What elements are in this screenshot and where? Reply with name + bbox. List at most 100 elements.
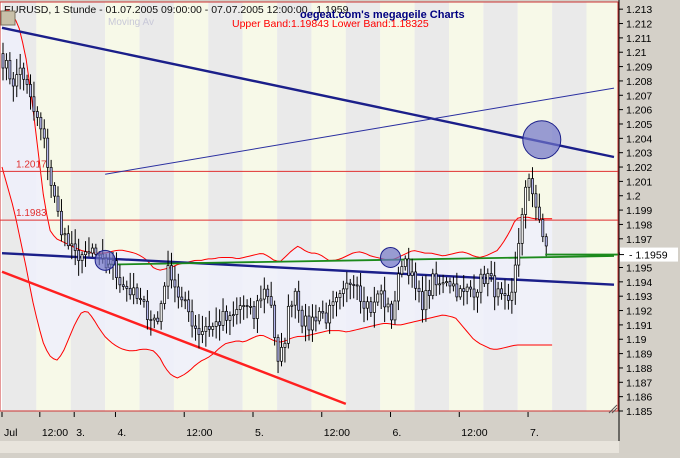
y-tick-label: 1.188	[626, 363, 652, 375]
y-tick-label: 1.191	[626, 320, 652, 332]
candle-body	[390, 303, 393, 321]
candle-body	[403, 258, 407, 267]
candle	[252, 301, 256, 330]
candle	[520, 207, 524, 256]
circle-marker[interactable]	[94, 249, 116, 271]
candle-body	[479, 273, 483, 293]
trendline-thin-channel[interactable]	[105, 87, 615, 175]
candle-body	[180, 296, 184, 301]
candle	[407, 247, 411, 285]
candle-body	[458, 288, 462, 298]
candle	[441, 274, 445, 294]
candle	[190, 299, 194, 338]
candle	[331, 290, 335, 319]
candle-body	[231, 314, 235, 317]
candle	[125, 280, 129, 302]
candle	[128, 272, 132, 300]
candle-body	[25, 78, 29, 85]
candle	[345, 271, 349, 303]
candle-body	[448, 281, 452, 287]
candle	[60, 199, 63, 242]
candle	[493, 261, 497, 311]
candle	[462, 275, 466, 306]
candle	[211, 322, 215, 337]
candle	[84, 241, 87, 267]
candle-body	[503, 293, 507, 296]
candle	[372, 286, 376, 328]
trendline-green-ma[interactable]	[105, 255, 615, 266]
y-tick-label: 1.206	[626, 105, 652, 117]
horizontal-scrollbar[interactable]	[0, 441, 619, 453]
candle	[489, 260, 493, 282]
candle	[249, 297, 252, 315]
circle-marker[interactable]	[522, 120, 562, 160]
candle-body	[465, 286, 469, 292]
resize-grip-icon[interactable]	[608, 404, 618, 414]
candle	[524, 180, 528, 229]
candle	[348, 278, 352, 300]
candle	[63, 227, 67, 247]
candle	[534, 184, 538, 221]
candle	[66, 225, 70, 250]
candle	[537, 193, 541, 223]
candle-body	[280, 347, 283, 362]
candle-body	[249, 305, 252, 308]
candle	[472, 274, 476, 311]
candle-body	[338, 293, 342, 298]
candle	[531, 167, 534, 208]
candle-body	[5, 60, 8, 69]
candle	[11, 72, 15, 102]
candle	[176, 273, 180, 309]
last-price-label: - 1.1959	[629, 250, 668, 262]
header-symbol-line: EURUSD, 1 Stunde - 01.07.2005 09:00:00 -…	[4, 4, 349, 16]
candle-body	[94, 247, 98, 255]
candle	[465, 283, 469, 305]
y-axis-panel	[619, 0, 680, 453]
y-tick-label: 1.208	[626, 76, 652, 88]
x-tick-label: 12:00	[42, 427, 68, 439]
circle-marker[interactable]	[380, 246, 402, 268]
candle-body	[462, 288, 466, 292]
candle	[56, 186, 60, 217]
candle	[314, 304, 318, 332]
candle	[431, 268, 435, 300]
y-tick-label: 1.193	[626, 291, 652, 303]
candle	[159, 300, 163, 330]
y-tick-label: 1.203	[626, 148, 652, 160]
candle	[290, 300, 294, 318]
candle-body	[149, 319, 153, 321]
candle-body	[132, 287, 136, 296]
candle	[335, 291, 338, 317]
candle	[338, 290, 342, 310]
candle-body	[434, 273, 438, 286]
candle	[434, 261, 438, 297]
top-left-handle[interactable]	[0, 10, 16, 26]
candle	[256, 294, 259, 334]
candle-body	[53, 185, 56, 197]
y-tick-label: 1.204	[626, 133, 652, 145]
candle-body	[77, 250, 81, 261]
candle	[156, 311, 160, 325]
candle	[145, 290, 149, 330]
candle-body	[431, 273, 435, 296]
trendline-upper-resistance[interactable]	[1, 26, 615, 159]
candle	[293, 288, 297, 319]
candle-body	[49, 167, 53, 186]
candle-body	[87, 251, 91, 254]
candle	[276, 334, 280, 374]
candle-body	[328, 304, 332, 324]
candle	[266, 284, 270, 304]
candle-body	[173, 279, 177, 288]
candle	[73, 229, 77, 266]
candle-body	[115, 260, 118, 278]
candle	[369, 296, 373, 317]
candle	[427, 279, 431, 309]
candle-body	[348, 282, 352, 285]
trendline-support[interactable]	[1, 270, 347, 405]
candle-body	[455, 283, 459, 298]
candle-body	[238, 305, 242, 310]
candle	[80, 251, 84, 274]
candle-body	[145, 300, 149, 320]
candle-body	[500, 288, 503, 294]
